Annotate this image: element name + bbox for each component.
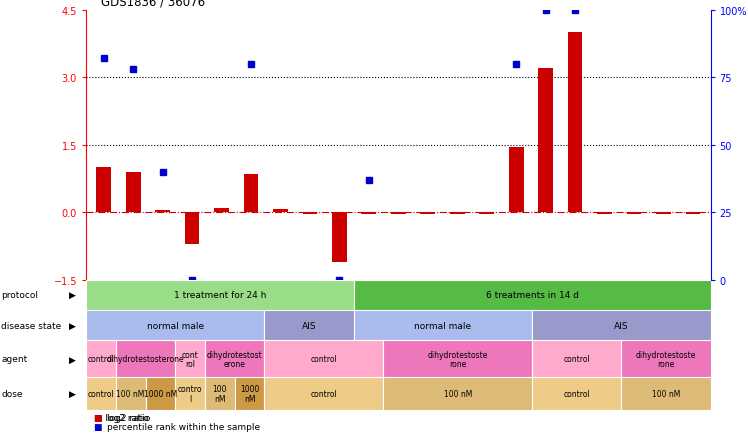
Text: protocol: protocol xyxy=(1,291,38,299)
Text: ▶: ▶ xyxy=(69,321,76,330)
Bar xyxy=(656,213,671,215)
Text: disease state: disease state xyxy=(1,321,62,330)
Text: 1000
nM: 1000 nM xyxy=(240,385,260,403)
Text: control: control xyxy=(310,355,337,364)
Text: 6 treatments in 14 d: 6 treatments in 14 d xyxy=(485,291,579,299)
Bar xyxy=(450,213,465,215)
Text: contro
l: contro l xyxy=(178,385,203,403)
Bar xyxy=(86,280,354,310)
Bar xyxy=(156,210,170,213)
Text: AIS: AIS xyxy=(302,321,316,330)
Bar xyxy=(205,341,265,378)
Bar xyxy=(532,310,711,341)
Bar xyxy=(532,341,622,378)
Text: AIS: AIS xyxy=(614,321,628,330)
Bar xyxy=(96,168,111,213)
Text: 100 nM: 100 nM xyxy=(117,389,145,398)
Bar xyxy=(244,174,258,213)
Bar xyxy=(235,378,265,410)
Text: percentile rank within the sample: percentile rank within the sample xyxy=(107,422,260,431)
Bar xyxy=(420,213,435,215)
Bar xyxy=(146,378,175,410)
Bar xyxy=(509,148,524,213)
Bar xyxy=(622,341,711,378)
Bar xyxy=(205,378,235,410)
Text: cont
rol: cont rol xyxy=(182,350,198,368)
Text: 1000 nM: 1000 nM xyxy=(144,389,177,398)
Bar xyxy=(361,213,376,215)
Text: control: control xyxy=(563,355,590,364)
Bar xyxy=(354,310,532,341)
Bar xyxy=(214,208,229,213)
Bar xyxy=(185,213,200,244)
Bar xyxy=(479,213,494,215)
Text: ▶: ▶ xyxy=(69,389,76,398)
Text: dihydrotestoste
rone: dihydrotestoste rone xyxy=(428,350,488,368)
Bar xyxy=(622,378,711,410)
Bar xyxy=(86,378,116,410)
Bar xyxy=(175,378,205,410)
Bar xyxy=(597,213,612,215)
Bar xyxy=(86,341,116,378)
Text: ▶: ▶ xyxy=(69,355,76,364)
Text: dihydrotestoste
rone: dihydrotestoste rone xyxy=(636,350,696,368)
Bar xyxy=(686,213,700,215)
Bar xyxy=(532,378,622,410)
Text: 1 treatment for 24 h: 1 treatment for 24 h xyxy=(174,291,266,299)
Bar xyxy=(354,280,711,310)
Text: log2 ratio: log2 ratio xyxy=(107,413,150,422)
Bar xyxy=(568,33,583,213)
Text: 100 nM: 100 nM xyxy=(444,389,472,398)
Bar xyxy=(265,310,354,341)
Text: 100
nM: 100 nM xyxy=(212,385,227,403)
Text: normal male: normal male xyxy=(414,321,471,330)
Text: normal male: normal male xyxy=(147,321,203,330)
Text: control: control xyxy=(563,389,590,398)
Text: 100 nM: 100 nM xyxy=(652,389,680,398)
Text: dihydrotestost
erone: dihydrotestost erone xyxy=(207,350,263,368)
Bar xyxy=(391,213,405,215)
Text: ▶: ▶ xyxy=(69,291,76,299)
Text: dose: dose xyxy=(1,389,23,398)
Bar xyxy=(116,378,146,410)
Bar xyxy=(86,310,265,341)
Bar xyxy=(175,341,205,378)
Bar xyxy=(126,172,141,213)
Text: control: control xyxy=(88,355,114,364)
Bar xyxy=(273,209,288,213)
Bar xyxy=(265,341,384,378)
Bar xyxy=(384,341,532,378)
Text: GDS1836 / 36076: GDS1836 / 36076 xyxy=(101,0,205,9)
Bar xyxy=(627,213,641,215)
Text: agent: agent xyxy=(1,355,28,364)
Bar xyxy=(539,69,553,213)
Text: ■ log2 ratio: ■ log2 ratio xyxy=(94,413,148,422)
Text: ■: ■ xyxy=(94,413,102,422)
Text: control: control xyxy=(310,389,337,398)
Bar xyxy=(302,213,317,215)
Bar xyxy=(384,378,532,410)
Text: control: control xyxy=(88,389,114,398)
Text: dihydrotestosterone: dihydrotestosterone xyxy=(107,355,184,364)
Bar xyxy=(265,378,384,410)
Bar xyxy=(116,341,175,378)
Bar xyxy=(332,213,347,262)
Text: ■: ■ xyxy=(94,422,102,431)
